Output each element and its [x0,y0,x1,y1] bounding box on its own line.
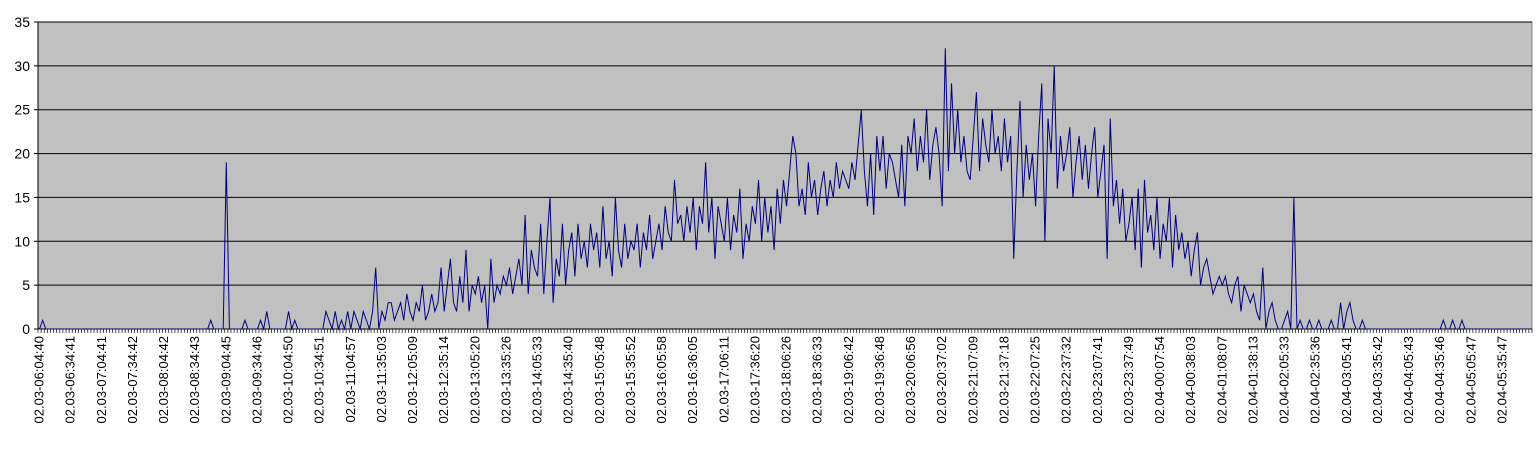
x-tick-label: 02.03-09:04:45 [218,336,233,423]
x-tick-label: 02.04-05:35:47 [1494,336,1509,423]
x-tick-label: 02.03-14:35:40 [561,336,576,423]
x-tick-label: 02.03-11:04:57 [343,336,358,423]
x-tick-label: 02.03-15:35:52 [623,336,638,423]
x-tick-label: 02.03-22:07:25 [1028,336,1043,423]
x-tick-label: 02.03-16:05:58 [654,336,669,423]
x-tick-label: 02.04-05:05:47 [1463,336,1478,423]
x-tick-label: 02.03-12:05:09 [405,336,420,423]
x-tick-label: 02.03-06:04:40 [32,336,47,423]
x-tick-label: 02.03-18:36:33 [810,336,825,423]
x-tick-label: 02.03-20:06:56 [903,336,918,423]
x-tick-label: 02.03-14:05:33 [530,336,545,423]
x-tick-label: 02.04-02:35:36 [1308,336,1323,423]
x-tick-label: 02.03-18:06:26 [779,336,794,423]
x-tick-label: 02.03-09:34:46 [249,336,264,423]
x-tick-label: 02.03-16:36:05 [685,336,700,423]
x-tick-label: 02.03-17:36:20 [747,336,762,423]
x-tick-label: 02.04-01:08:07 [1214,336,1229,423]
x-tick-label: 02.03-22:37:32 [1059,336,1074,423]
y-tick-label: 25 [14,102,30,118]
x-tick-label: 02.04-02:05:33 [1277,336,1292,423]
x-tick-label: 02.03-15:05:48 [592,336,607,423]
x-tick-label: 02.03-21:37:18 [996,336,1011,423]
x-tick-label: 02.03-19:06:42 [841,336,856,423]
data-line [39,48,1531,331]
x-tick-label: 02.04-04:05:43 [1401,336,1416,423]
y-tick-label: 5 [22,277,30,293]
x-tick-label: 02.04-00:38:03 [1183,336,1198,423]
x-tick-label: 02.03-06:34:41 [63,336,78,423]
x-tick-label: 02.04-00:07:54 [1152,336,1167,423]
x-tick-label: 02.03-17:06:11 [716,336,731,423]
x-tick-label: 02.03-20:37:02 [934,336,949,423]
x-tick-label: 02.03-23:37:49 [1121,336,1136,423]
x-tick-label: 02.03-08:34:43 [187,336,202,423]
x-tick-label: 02.04-03:35:42 [1370,336,1385,423]
y-tick-label: 10 [14,233,30,249]
x-tick-label: 02.03-11:35:03 [374,336,389,423]
x-tick-label: 02.03-23:07:41 [1090,336,1105,423]
plot-area [37,21,1533,330]
y-tick-label: 15 [14,189,30,205]
x-tick-label: 02.03-19:36:48 [872,336,887,423]
y-tick-label: 35 [14,14,30,30]
x-tick-label: 02.04-01:38:13 [1245,336,1260,423]
x-tick-label: 02.03-07:34:42 [125,336,140,423]
x-tick-label: 02.03-13:35:26 [498,336,513,423]
y-tick-label: 0 [22,321,30,337]
x-tick-label: 02.03-10:34:51 [312,336,327,423]
x-tick-label: 02.03-13:05:20 [467,336,482,423]
y-tick-label: 20 [14,146,30,162]
x-tick-label: 02.03-21:07:09 [965,336,980,423]
x-tick-label: 02.03-07:04:41 [94,336,109,423]
x-tick-label: 02.03-10:04:50 [281,336,296,423]
x-tick-label: 02.04-04:35:46 [1432,336,1447,423]
x-tick-label: 02.03-08:04:42 [156,336,171,423]
x-tick-label: 02.03-12:35:14 [436,336,451,423]
y-tick-label: 30 [14,58,30,74]
x-tick-label: 02.04-03:05:41 [1339,336,1354,423]
